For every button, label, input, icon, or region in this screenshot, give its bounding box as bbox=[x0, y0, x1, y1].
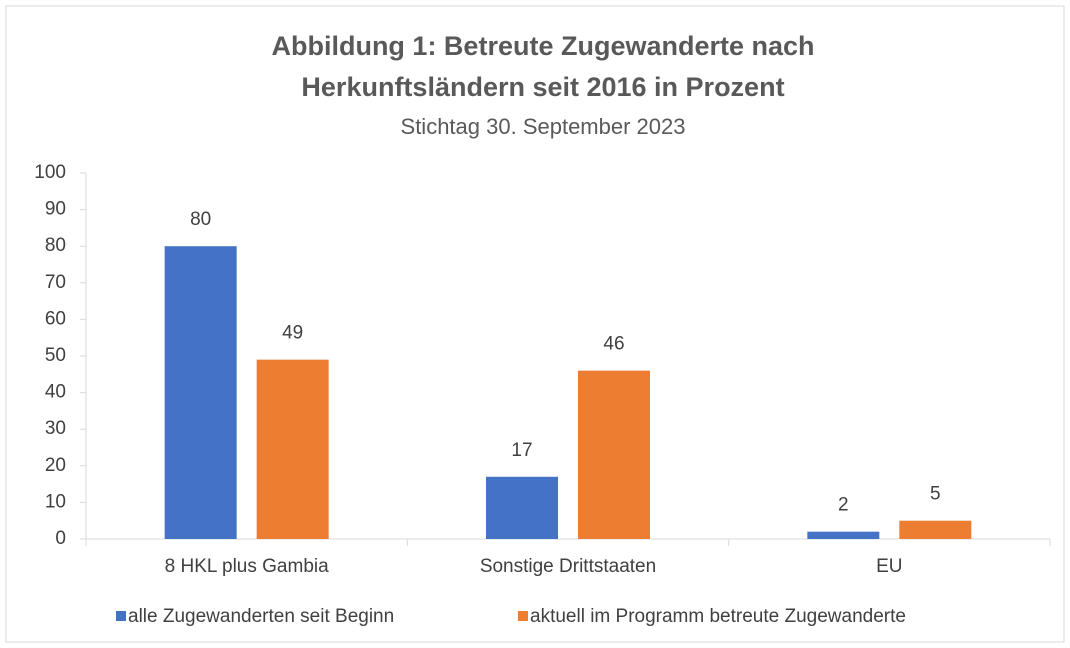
y-tick-label: 30 bbox=[45, 418, 66, 439]
legend-label: aktuell im Programm betreute Zugewandert… bbox=[530, 606, 906, 627]
bar bbox=[578, 370, 650, 539]
x-tick-label: EU bbox=[876, 556, 902, 577]
y-tick-label: 50 bbox=[45, 345, 66, 366]
bar bbox=[486, 476, 558, 539]
data-label: 17 bbox=[511, 440, 532, 461]
chart-title: Abbildung 1: Betreute Zugewanderte nach bbox=[271, 31, 814, 61]
bar bbox=[899, 520, 972, 539]
x-tick-label: 8 HKL plus Gambia bbox=[165, 556, 329, 577]
chart-subtitle: Stichtag 30. September 2023 bbox=[401, 114, 686, 139]
y-tick-label: 0 bbox=[55, 528, 66, 549]
legend-label: alle Zugewanderten seit Beginn bbox=[128, 606, 394, 627]
y-tick-label: 40 bbox=[45, 382, 66, 403]
bar bbox=[164, 246, 237, 539]
bar bbox=[256, 359, 329, 539]
legend-swatch bbox=[518, 611, 528, 621]
y-tick-label: 100 bbox=[34, 162, 66, 183]
data-label: 49 bbox=[282, 323, 303, 344]
chart-title: Herkunftsländern seit 2016 in Prozent bbox=[301, 72, 784, 102]
x-tick-label: Sonstige Drittstaaten bbox=[480, 556, 656, 577]
data-label: 80 bbox=[190, 209, 211, 230]
y-tick-label: 10 bbox=[45, 491, 66, 512]
y-tick-label: 80 bbox=[45, 235, 66, 256]
data-label: 5 bbox=[930, 484, 941, 505]
bar bbox=[807, 531, 880, 539]
y-tick-label: 90 bbox=[45, 199, 66, 220]
data-label: 46 bbox=[603, 334, 624, 355]
y-tick-label: 70 bbox=[45, 272, 66, 293]
y-tick-label: 20 bbox=[45, 455, 66, 476]
data-label: 2 bbox=[838, 495, 849, 516]
y-tick-label: 60 bbox=[45, 308, 66, 329]
legend-swatch bbox=[116, 611, 126, 621]
